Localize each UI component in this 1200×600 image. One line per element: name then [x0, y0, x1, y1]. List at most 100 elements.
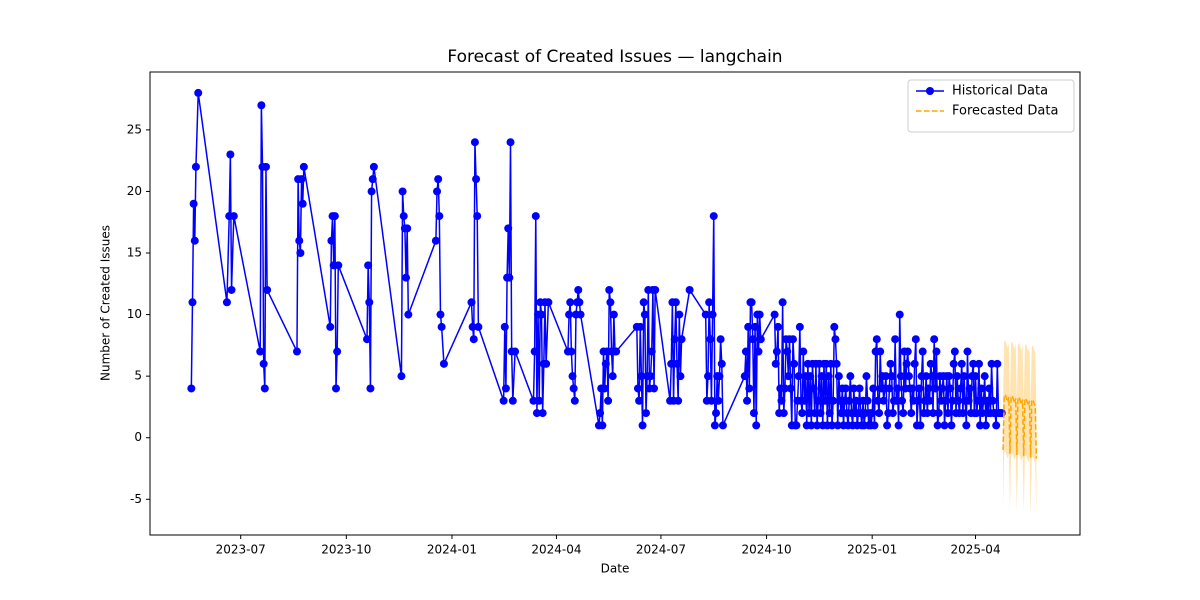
data-point — [940, 421, 949, 430]
data-point — [740, 372, 749, 381]
data-point — [501, 384, 510, 393]
data-point — [651, 285, 660, 294]
data-point — [368, 175, 377, 184]
data-point — [638, 421, 647, 430]
data-point — [779, 409, 788, 418]
data-point — [635, 396, 644, 405]
data-point — [612, 347, 621, 356]
data-point — [772, 347, 781, 356]
data-point — [297, 175, 306, 184]
data-point — [754, 347, 763, 356]
data-point — [774, 322, 783, 331]
data-point — [894, 421, 903, 430]
data-point — [886, 359, 895, 368]
data-point — [831, 335, 840, 344]
data-point — [988, 396, 997, 405]
data-point — [896, 372, 905, 381]
data-point — [895, 310, 904, 319]
data-point — [953, 372, 962, 381]
data-point — [800, 396, 809, 405]
x-tick-label: 2023-10 — [321, 543, 371, 557]
data-point — [852, 396, 861, 405]
data-point — [977, 384, 986, 393]
data-point — [832, 359, 841, 368]
data-point — [529, 396, 538, 405]
data-point — [976, 421, 985, 430]
data-point — [904, 372, 913, 381]
x-tick-label: 2024-01 — [427, 543, 477, 557]
data-point — [938, 384, 947, 393]
data-point — [888, 409, 897, 418]
data-point — [849, 384, 858, 393]
data-point — [825, 409, 834, 418]
data-point — [435, 212, 444, 221]
x-tick-label: 2025-04 — [950, 543, 1000, 557]
data-point — [922, 372, 931, 381]
data-point — [770, 310, 779, 319]
data-point — [807, 421, 816, 430]
data-point — [969, 359, 978, 368]
data-point — [809, 384, 818, 393]
data-point — [537, 310, 546, 319]
data-point — [530, 347, 539, 356]
data-point — [876, 347, 885, 356]
data-point — [930, 335, 939, 344]
data-point — [399, 212, 408, 221]
data-point — [971, 372, 980, 381]
data-point — [227, 285, 236, 294]
data-point — [470, 138, 479, 147]
data-point — [263, 285, 272, 294]
data-point — [330, 212, 339, 221]
forecast-band — [1003, 340, 1037, 516]
data-point — [474, 322, 483, 331]
data-point — [542, 359, 551, 368]
data-point — [817, 372, 826, 381]
data-point — [363, 335, 371, 344]
data-point — [642, 409, 650, 418]
data-point — [499, 396, 508, 405]
data-point — [601, 359, 610, 368]
data-point — [332, 384, 340, 393]
data-point — [855, 384, 864, 393]
data-point — [708, 310, 717, 319]
data-point — [973, 396, 982, 405]
data-point — [805, 409, 814, 418]
data-point — [799, 347, 808, 356]
data-point — [226, 150, 235, 159]
data-point — [606, 298, 615, 307]
data-point — [439, 359, 448, 368]
y-tick-label: 25 — [127, 122, 142, 136]
data-point — [933, 421, 942, 430]
data-point — [798, 409, 807, 418]
data-point — [745, 384, 754, 393]
data-point — [295, 236, 304, 245]
data-point — [712, 409, 721, 418]
data-point — [881, 372, 890, 381]
data-point — [604, 396, 613, 405]
data-point — [950, 347, 959, 356]
data-point — [605, 285, 614, 294]
data-point — [792, 421, 801, 430]
data-point — [434, 175, 443, 184]
data-point — [924, 384, 933, 393]
data-point — [875, 409, 884, 418]
data-point — [508, 396, 517, 405]
data-point — [299, 162, 308, 171]
x-tick-label: 2025-01 — [847, 543, 897, 557]
data-point — [292, 347, 301, 356]
data-point — [788, 335, 797, 344]
x-tick-label: 2024-07 — [636, 543, 686, 557]
data-point — [902, 359, 911, 368]
plot-area — [187, 88, 1038, 516]
data-point — [964, 396, 973, 405]
data-point — [608, 372, 617, 381]
data-point — [437, 322, 446, 331]
data-point — [932, 347, 941, 356]
data-point — [869, 384, 878, 393]
data-point — [569, 384, 578, 393]
data-point — [752, 421, 761, 430]
data-point — [918, 347, 927, 356]
data-point — [810, 409, 819, 418]
data-point — [256, 347, 265, 356]
data-point — [929, 409, 938, 418]
